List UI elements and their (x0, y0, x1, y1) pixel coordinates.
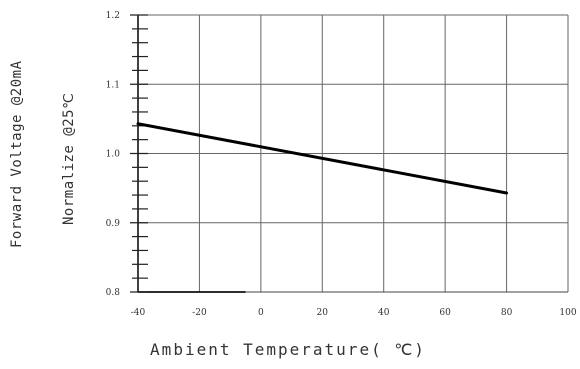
y-tick-label: 0.8 (106, 288, 121, 298)
y-tick-label: 0.9 (106, 219, 121, 229)
x-tick-label: 0 (258, 308, 264, 318)
series-layer (136, 122, 509, 195)
y-tick-label: 1.0 (106, 150, 121, 160)
x-tick-label: -20 (192, 308, 207, 318)
x-tick-label: 100 (559, 308, 576, 318)
x-axis-label: Ambient Temperature( ℃) (150, 340, 426, 359)
series-line (136, 122, 509, 195)
x-tick-label: 40 (378, 308, 390, 318)
grid-layer (137, 14, 569, 293)
x-tick-label: 20 (317, 308, 329, 318)
y-tick-label: 1.1 (106, 80, 120, 90)
x-tick-label: 80 (501, 308, 513, 318)
tick-label-layer: 0.8 0.9 1.0 1.1 1.2 -40 -20 0 20 40 60 80 100 (106, 11, 577, 318)
y-tick-label: 1.2 (106, 11, 120, 21)
tick-layer (130, 14, 148, 293)
x-tick-label: -40 (131, 308, 146, 318)
x-tick-label: 60 (439, 308, 451, 318)
